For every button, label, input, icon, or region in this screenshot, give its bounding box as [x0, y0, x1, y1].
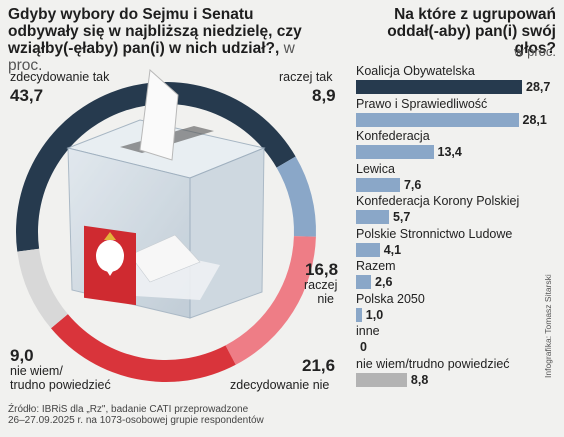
- bar-label-2: Konfederacja: [356, 129, 430, 143]
- bar-5: [356, 242, 380, 257]
- label-raczej-tak: raczej tak: [279, 70, 333, 84]
- source-line1: Źródło: IBRiS dla „Rz", badanie CATI prz…: [8, 404, 249, 415]
- label-zdecydowanie-tak: zdecydowanie tak: [10, 70, 110, 84]
- bar-4: [356, 210, 389, 224]
- label-raczej-nie-line2: nie: [317, 292, 334, 306]
- bar-value-8: 0: [360, 340, 367, 354]
- bar-label-4: Konfederacja Korony Polskiej: [356, 194, 520, 208]
- donut-ring: [15, 81, 316, 383]
- value-nie-wiem: 9,0: [10, 346, 34, 365]
- bar-6: [356, 275, 372, 289]
- source-line2: 26–27.09.2025 r. na 1073-osobowej grupie…: [8, 415, 264, 426]
- donut-slice-zdecydowanie-nie: [50, 314, 236, 383]
- bar-label-7: Polska 2050: [356, 291, 425, 306]
- bar-value-6: 2,6: [375, 275, 393, 289]
- bar-label-5: Polskie Stronnictwo Ludowe: [356, 226, 513, 241]
- value-zdecydowanie-nie: 21,6: [302, 356, 336, 375]
- donut-slice-raczej-tak: [276, 156, 316, 237]
- donut-slice-raczej-nie: [225, 236, 316, 365]
- bar-value-4: 5,7: [392, 210, 411, 224]
- bar-0: [356, 80, 522, 94]
- bar-value-7: 1,0: [365, 307, 384, 322]
- bar-2: [356, 145, 434, 159]
- value-zdecydowanie-tak: 43,7: [10, 86, 44, 105]
- bar-value-0: 28,7: [526, 80, 551, 94]
- bar-value-2: 13,4: [437, 145, 462, 159]
- label-nie-wiem-line1: nie wiem/: [10, 364, 63, 378]
- bar-3: [356, 177, 400, 192]
- label-raczej-nie: raczej nie: [304, 278, 338, 306]
- bar-label-0: Koalicja Obywatelska: [356, 64, 475, 78]
- bar-label-6: Razem: [356, 259, 396, 273]
- bar-1: [356, 112, 519, 127]
- donut-slice-zdecydowanie-tak: [15, 81, 296, 252]
- bar-label-3: Lewica: [356, 161, 395, 176]
- right-chart-unit: w proc.: [514, 44, 556, 59]
- donut-slice-nie-wiem-trudno-powiedzie-: [17, 248, 68, 329]
- right-chart-title: Na które z ugrupowań oddał(-aby) pan(i) …: [387, 6, 556, 57]
- bar-label-9: nie wiem/trudno powiedzieć: [356, 356, 510, 371]
- left-chart-title: Gdyby wybory do Sejmu i Senatu odbywały …: [8, 6, 328, 74]
- bar-9: [356, 372, 407, 387]
- bar-label-8: inne: [356, 324, 380, 338]
- bar-label-1: Prawo i Sprawiedliwość: [356, 96, 488, 111]
- value-raczej-tak: 8,9: [312, 86, 336, 105]
- bar-value-1: 28,1: [522, 112, 547, 127]
- label-raczej-nie-line1: raczej: [304, 278, 338, 292]
- bar-value-3: 7,6: [403, 177, 422, 192]
- turnout-donut-chart: [15, 68, 316, 383]
- label-nie-wiem-line2: trudno powiedzieć: [10, 378, 111, 392]
- bar-value-5: 4,1: [383, 242, 402, 257]
- value-raczej-nie: 16,8: [305, 260, 339, 279]
- bar-value-9: 8,8: [410, 372, 429, 387]
- label-nie-wiem: nie wiem/ trudno powiedzieć: [10, 364, 111, 392]
- bar-7: [356, 307, 362, 322]
- label-zdecydowanie-nie: zdecydowanie nie: [230, 378, 330, 392]
- polish-emblem-icon: [84, 225, 136, 306]
- left-title-text: Gdyby wybory do Sejmu i Senatu odbywały …: [8, 6, 302, 57]
- infographic-credit: Infografika: Tomasz Sitarski: [543, 274, 553, 378]
- left-title-unit: w proc.: [8, 40, 295, 74]
- source-note: Źródło: IBRiS dla „Rz", badanie CATI prz…: [8, 404, 264, 426]
